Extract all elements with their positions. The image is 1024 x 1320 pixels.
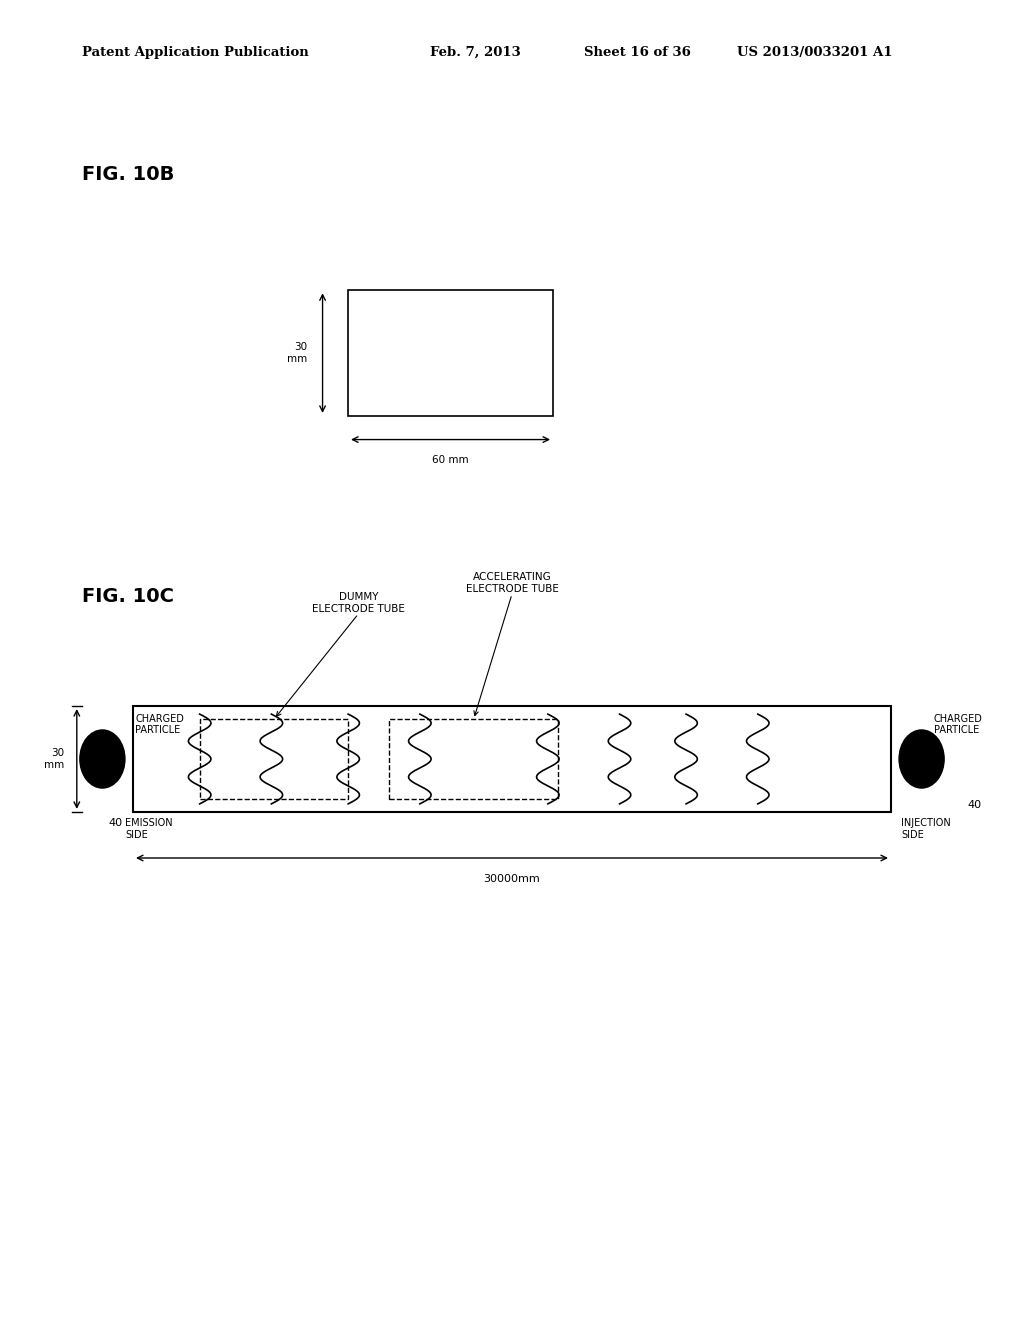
Text: FIG. 10C: FIG. 10C	[82, 587, 174, 606]
Text: DUMMY
ELECTRODE TUBE: DUMMY ELECTRODE TUBE	[312, 593, 404, 614]
Text: CHARGED
PARTICLE: CHARGED PARTICLE	[934, 714, 983, 735]
Text: Patent Application Publication: Patent Application Publication	[82, 46, 308, 59]
Circle shape	[899, 730, 944, 788]
Text: CHARGED
PARTICLE: CHARGED PARTICLE	[135, 714, 184, 735]
Text: 40: 40	[968, 800, 982, 810]
Text: 40: 40	[109, 818, 123, 829]
Bar	[200, 719, 348, 799]
Text: Feb. 7, 2013: Feb. 7, 2013	[430, 46, 521, 59]
Text: EMISSION
SIDE: EMISSION SIDE	[125, 818, 173, 840]
Text: Sheet 16 of 36: Sheet 16 of 36	[584, 46, 690, 59]
Text: 30
mm: 30 mm	[44, 748, 65, 770]
Text: US 2013/0033201 A1: US 2013/0033201 A1	[737, 46, 893, 59]
Text: 60 mm: 60 mm	[432, 455, 469, 466]
Text: 30
mm: 30 mm	[287, 342, 307, 364]
Circle shape	[80, 730, 125, 788]
Bar	[348, 290, 553, 416]
Text: INJECTION
SIDE: INJECTION SIDE	[901, 818, 951, 840]
Text: FIG. 10B: FIG. 10B	[82, 165, 174, 183]
Bar	[133, 706, 891, 812]
Bar	[389, 719, 558, 799]
Text: 30000mm: 30000mm	[483, 874, 541, 884]
Text: ACCELERATING
ELECTRODE TUBE: ACCELERATING ELECTRODE TUBE	[466, 573, 558, 594]
